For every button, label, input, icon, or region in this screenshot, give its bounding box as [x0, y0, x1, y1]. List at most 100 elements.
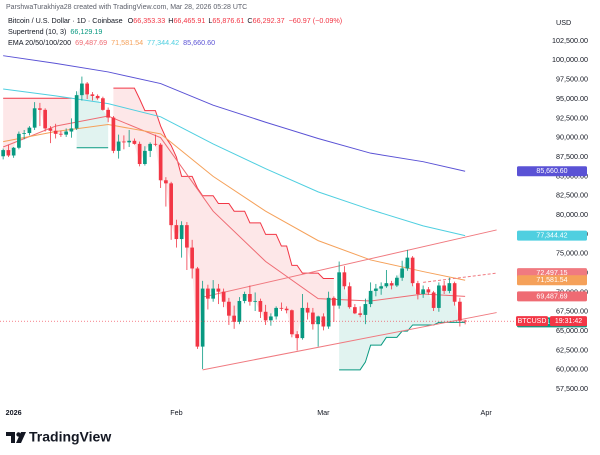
candle-body	[353, 307, 357, 314]
supertrend-fill	[3, 98, 72, 156]
y-tick-label: 100,000.00	[552, 55, 588, 64]
price-tag-label: 72,497.15	[536, 270, 567, 277]
candle-body	[237, 300, 242, 322]
candle-body	[95, 95, 100, 99]
currency: USD	[556, 18, 571, 27]
candle-body	[332, 297, 336, 306]
price-axis: 57,500.00 60,000.00 62,500.00 65,000.00 67,5…	[516, 36, 588, 393]
candle-body	[137, 143, 142, 165]
symbol-tag	[516, 316, 548, 327]
candle-body	[374, 288, 378, 291]
legend-label: Supertrend (10, 3)	[8, 27, 66, 36]
candle-body	[106, 109, 110, 118]
candle-body	[174, 225, 179, 240]
candle-body	[295, 334, 299, 339]
price-tag-label: 71,581.54	[536, 277, 567, 284]
candle-body	[232, 315, 236, 322]
candle-body	[290, 310, 294, 335]
candle-body	[143, 150, 147, 165]
candle-body	[122, 141, 126, 143]
candle-body	[190, 247, 194, 269]
candle-body	[59, 133, 63, 135]
price-tag-label: 85,660.60	[536, 168, 567, 175]
price-tag	[517, 275, 587, 286]
ema-line	[3, 55, 466, 172]
supertrend-fill	[76, 83, 109, 148]
change: −60.97 (−0.09%)	[289, 16, 343, 25]
candle-body	[153, 143, 158, 145]
candle-body	[111, 117, 116, 151]
candle-body	[258, 300, 263, 312]
ema-line	[3, 124, 466, 281]
candle-body	[384, 283, 389, 287]
ema-legend: EMA 20/50/100/200 69,487.69 71,581.54 77…	[8, 38, 215, 47]
candle-body	[80, 83, 84, 96]
candle-body	[337, 272, 341, 306]
countdown-label: 19:31:42	[555, 318, 582, 325]
y-tick-label: 95,000.00	[556, 94, 588, 103]
ema-line	[2, 115, 466, 302]
y-tick-label: 97,500.00	[556, 75, 588, 84]
candle-body	[53, 130, 58, 134]
candle-body	[32, 108, 37, 128]
symbol: Bitcoin / U.S. Dollar · 1D · Coinbase	[8, 16, 123, 25]
legend-value: 66,129.19	[70, 27, 102, 36]
y-tick-label: 65,000.00	[556, 326, 588, 335]
brand: TradingView	[29, 429, 111, 445]
candle-body	[216, 288, 221, 292]
y-tick-label: 82,500.00	[556, 191, 588, 200]
candle-body	[179, 225, 184, 240]
candle-body	[169, 183, 173, 226]
price-tag	[517, 291, 587, 302]
candle-body	[416, 283, 420, 294]
x-tick-label: Feb	[170, 408, 182, 417]
candle-body	[274, 307, 278, 317]
candle-body	[395, 277, 399, 286]
legend-value: 85,660.60	[183, 38, 215, 47]
candle-body	[368, 290, 373, 305]
legend-value: 77,344.42	[147, 38, 179, 47]
candle-body	[248, 293, 252, 302]
candle-body	[400, 268, 404, 278]
supertrend-fill	[113, 88, 334, 347]
candle-body	[284, 308, 289, 311]
candle-body	[206, 288, 210, 299]
candle-body	[74, 95, 79, 129]
trendline	[423, 272, 497, 283]
candle-body	[300, 307, 305, 339]
price-tag-label: 69,487.69	[536, 293, 567, 300]
candle-body	[405, 257, 410, 269]
candle-body	[305, 307, 310, 313]
candle-body	[431, 292, 436, 308]
candle-body	[43, 109, 47, 129]
candle-body	[85, 83, 89, 95]
logo: TradingView	[6, 429, 111, 445]
candle-body	[195, 268, 200, 347]
candle-body	[17, 133, 21, 148]
candle-body	[452, 283, 457, 302]
y-tick-label: 102,500.00	[552, 36, 588, 45]
candle-body	[38, 108, 42, 110]
created-note: ParshwaTurakhiya28 created with TradingV…	[6, 4, 247, 11]
trendline	[202, 229, 497, 298]
candle-body	[347, 286, 352, 308]
symbol-tag-label: BTCUSD	[518, 318, 547, 325]
y-tick-label: 92,500.00	[556, 113, 588, 122]
candle-body	[410, 257, 415, 284]
ohlc-key: C	[247, 16, 252, 25]
candle-body	[379, 286, 383, 289]
candle-body	[127, 140, 131, 143]
legend-label: EMA 20/50/100/200	[8, 38, 71, 47]
legend-value: 71,581.54	[111, 38, 143, 47]
supertrend-legend: Supertrend (10, 3) 66,129.19	[8, 27, 102, 36]
candle-body	[27, 127, 32, 134]
candle-body	[263, 311, 268, 321]
candle-body	[421, 289, 425, 294]
candle-body	[426, 289, 431, 293]
candle-body	[342, 272, 347, 287]
logo-icon	[16, 432, 26, 443]
logo-icon	[6, 432, 15, 443]
y-tick-label: 90,000.00	[556, 133, 588, 142]
ohlc-value: 66,353.33	[133, 16, 165, 25]
